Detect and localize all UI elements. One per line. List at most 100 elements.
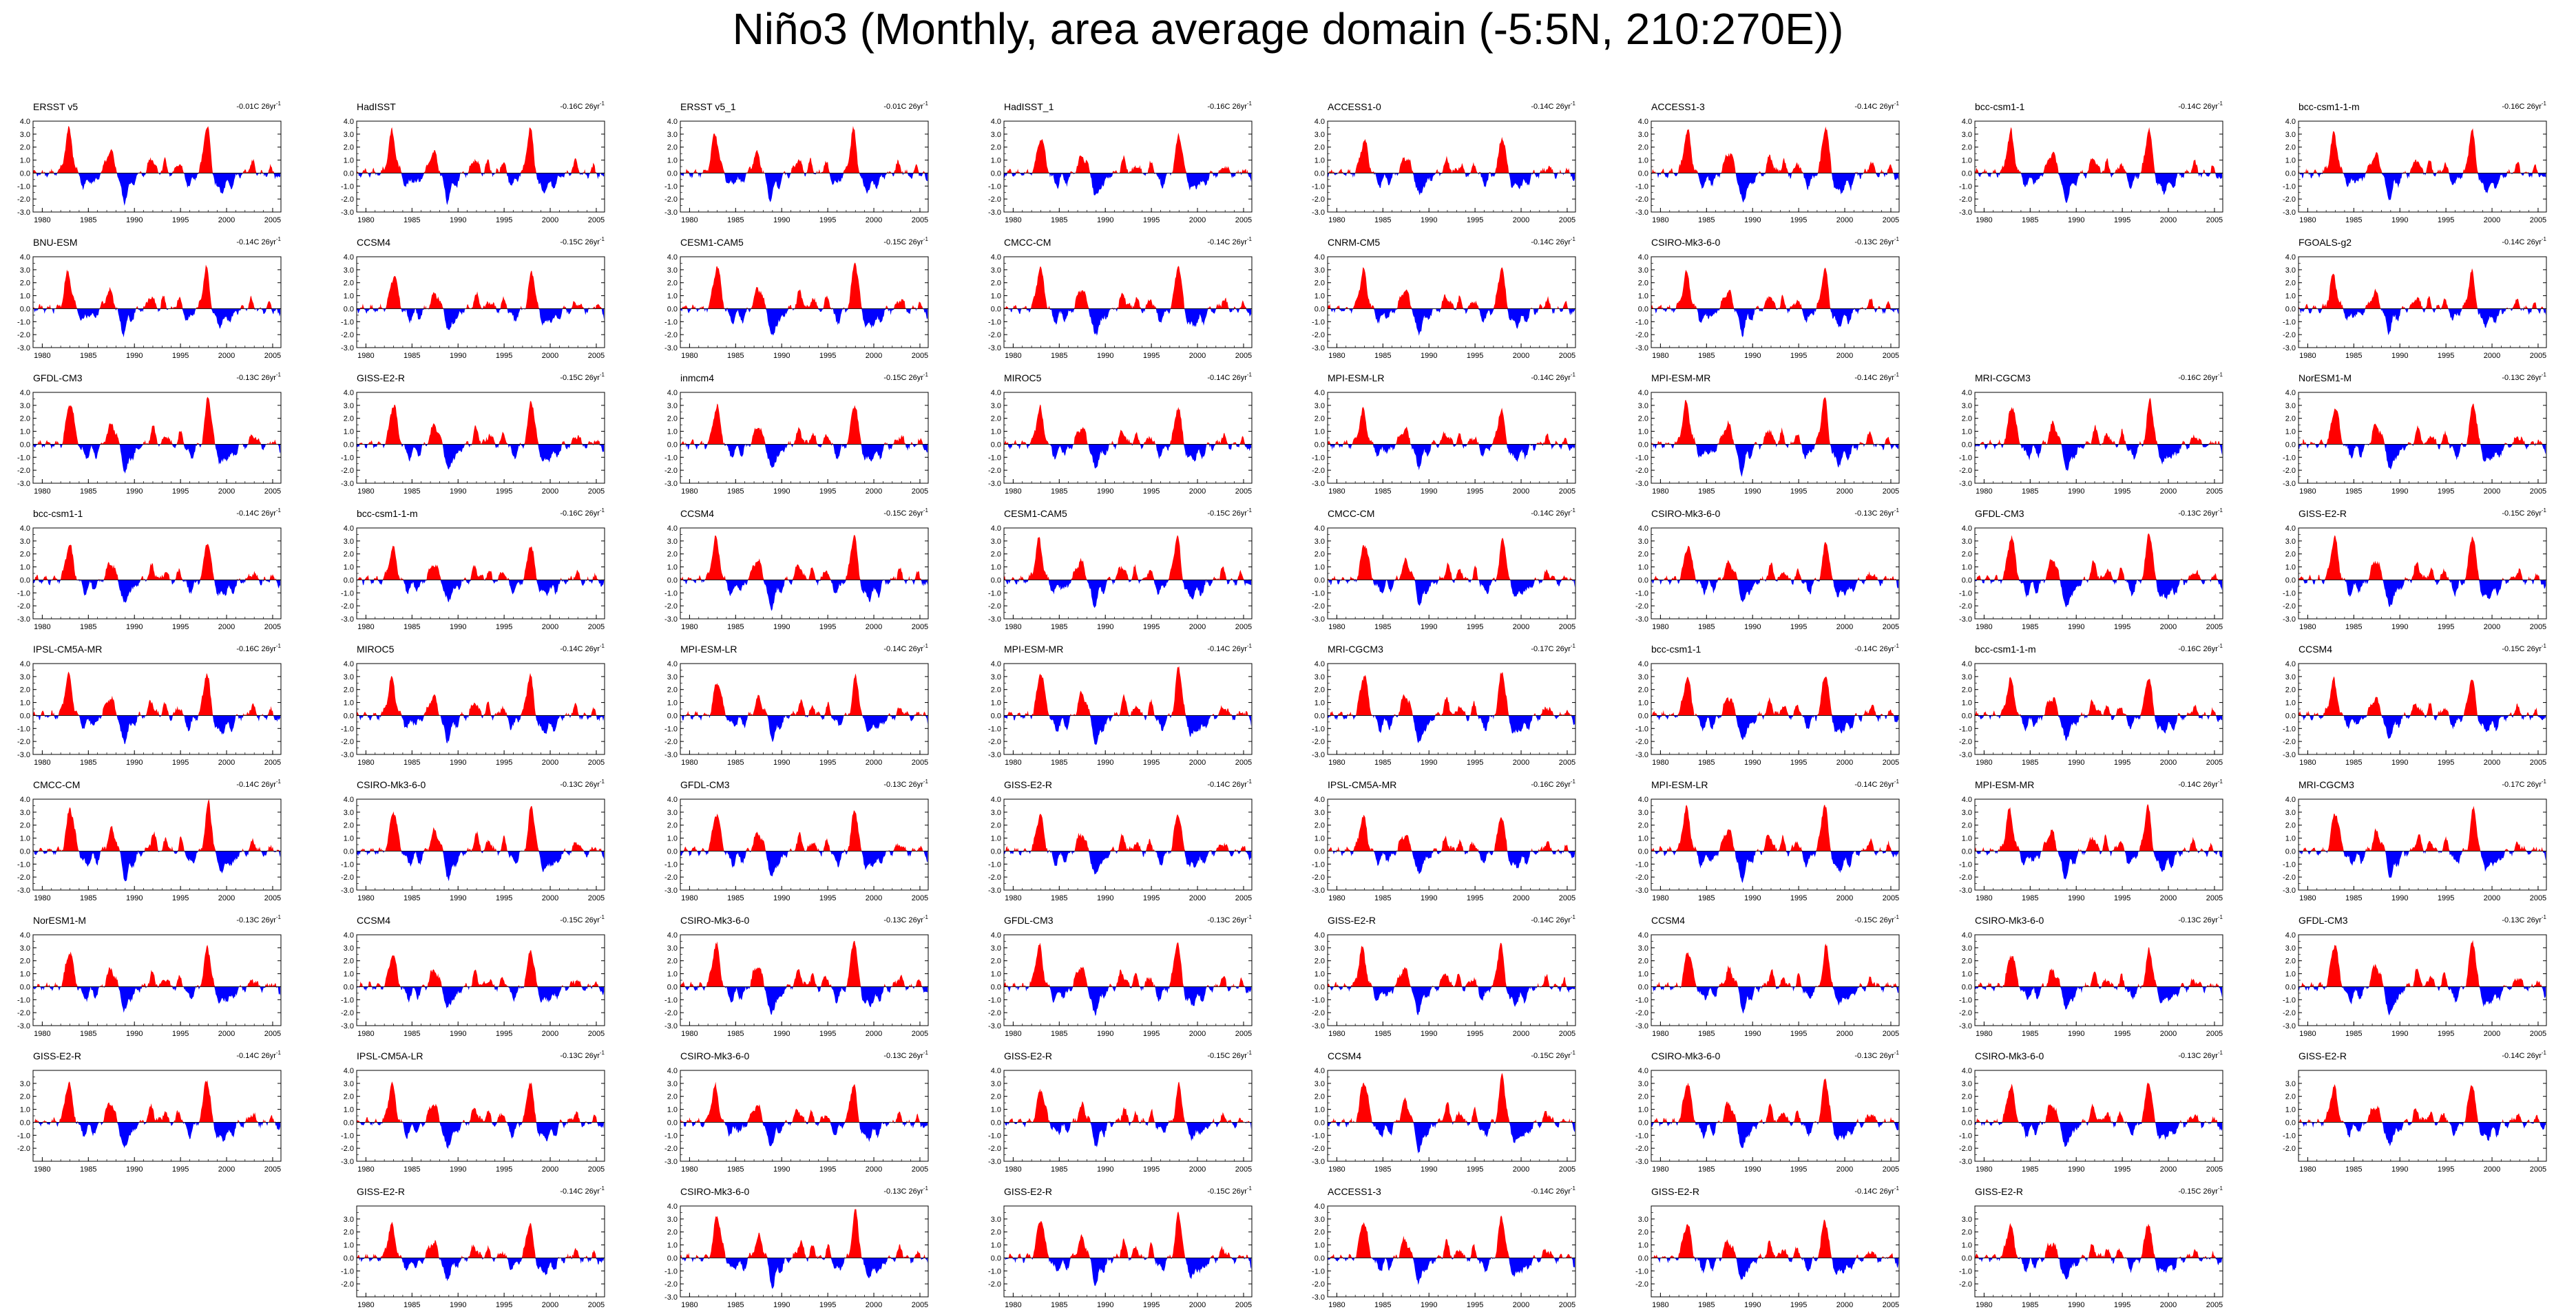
x-tick-label: 1995	[2114, 623, 2130, 631]
negative-anomaly-area	[2298, 173, 2546, 201]
x-tick-label: 1990	[126, 759, 143, 767]
panel-model-name: FGOALS-g2	[2298, 237, 2352, 248]
y-tick-label: -3.0	[2283, 887, 2296, 895]
x-tick-label: 1985	[1374, 216, 1391, 224]
x-tick-label: 2005	[264, 216, 281, 224]
negative-anomaly-area	[2298, 308, 2546, 336]
y-tick-label: -3.0	[988, 209, 1001, 217]
x-tick-label: 1985	[1374, 1030, 1391, 1038]
x-tick-label: 1980	[1005, 352, 1021, 360]
x-tick-label: 1980	[681, 1030, 698, 1038]
x-tick-label: 2005	[264, 759, 281, 767]
y-tick-label: -1.0	[1959, 725, 1972, 733]
x-tick-label: 1980	[1328, 759, 1345, 767]
panel-trend-label: -0.14C 26yr-1	[1207, 779, 1252, 789]
x-tick-label: 1995	[2114, 216, 2130, 224]
x-tick-label: 2000	[2160, 216, 2177, 224]
panel-trend-label: -0.14C 26yr-1	[1207, 236, 1252, 246]
x-tick-label: 2005	[1559, 1030, 1575, 1038]
x-tick-label: 1980	[1652, 216, 1668, 224]
y-tick-label: 4.0	[991, 118, 1001, 126]
y-tick-label: -1.0	[988, 1132, 1001, 1140]
y-tick-label: 3.0	[2285, 266, 2296, 275]
y-tick-label: 3.0	[667, 944, 678, 953]
y-tick-label: -3.0	[17, 615, 30, 624]
y-tick-label: 3.0	[20, 402, 30, 410]
x-tick-label: 1995	[819, 1165, 836, 1174]
y-tick-label: 4.0	[1638, 931, 1648, 940]
x-tick-label: 1990	[773, 894, 790, 902]
y-tick-label: 2.0	[991, 957, 1001, 966]
panel-model-name: HadISST_1	[1004, 101, 1054, 112]
panel-model-name: bcc-csm1-1-m	[2298, 101, 2360, 112]
x-tick-label: 1985	[1698, 759, 1715, 767]
y-tick-label: -2.0	[664, 195, 678, 204]
y-tick-label: 2.0	[2285, 957, 2296, 966]
x-tick-label: 2000	[1836, 352, 1853, 360]
figure-title: Niño3 (Monthly, area average domain (-5:…	[732, 4, 1844, 54]
y-tick-label: -2.0	[1635, 1009, 1648, 1017]
positive-anomaly-area	[1004, 814, 1252, 851]
x-tick-label: 1985	[727, 216, 744, 224]
y-tick-label: 1.0	[991, 971, 1001, 979]
x-tick-label: 1985	[2345, 623, 2362, 631]
y-tick-label: 2.0	[344, 551, 354, 559]
x-tick-label: 2000	[1836, 623, 1853, 631]
y-tick-label: 0.0	[667, 983, 678, 991]
y-tick-label: -2.0	[1312, 602, 1325, 611]
x-tick-label: 2000	[542, 487, 558, 496]
y-tick-label: 3.0	[1638, 538, 1648, 546]
x-tick-label: 1990	[126, 216, 143, 224]
panel: CCSM4 -0.15C 26yr-1 4.0 3.0 2.0 1.0 0.0 -1.0 -2.…	[341, 236, 605, 360]
panel-trend-label: -0.16C 26yr-1	[2178, 643, 2223, 653]
y-tick-label: -2.0	[664, 602, 678, 611]
x-tick-label: 2005	[1883, 352, 1899, 360]
x-tick-label: 2000	[1513, 352, 1529, 360]
y-tick-label: 3.0	[344, 809, 354, 817]
positive-anomaly-area	[1328, 672, 1575, 716]
y-tick-label: 0.0	[344, 712, 354, 720]
y-tick-label: 1.0	[667, 971, 678, 979]
y-tick-label: 4.0	[667, 389, 678, 397]
x-tick-label: 1990	[450, 894, 466, 902]
y-tick-label: -2.0	[664, 1145, 678, 1153]
y-tick-label: -3.0	[664, 209, 678, 217]
panel: GFDL-CM3 -0.13C 26yr-1 4.0 3.0 2.0 1.0 0.0 -1.0…	[988, 914, 1253, 1038]
panel: NorESM1-M -0.13C 26yr-1 4.0 3.0 2.0 1.0 0.0 -1.…	[2283, 372, 2547, 496]
x-tick-label: 1990	[1744, 216, 1761, 224]
y-tick-label: -1.0	[664, 182, 678, 191]
panel-model-name: CSIRO-Mk3-6-0	[1651, 237, 1721, 248]
x-tick-label: 1985	[404, 216, 420, 224]
negative-anomaly-area	[1328, 580, 1575, 606]
y-tick-label: -3.0	[664, 615, 678, 624]
y-tick-label: -3.0	[988, 480, 1001, 488]
x-tick-label: 1990	[2391, 1030, 2408, 1038]
panel-trend-label: -0.15C 26yr-1	[883, 236, 928, 246]
y-tick-label: 2.0	[991, 279, 1001, 288]
y-tick-label: 2.0	[1962, 551, 1972, 559]
y-tick-label: 1.0	[1638, 835, 1648, 843]
y-tick-label: 0.0	[344, 441, 354, 449]
y-tick-label: -2.0	[1959, 602, 1972, 611]
y-tick-label: 4.0	[667, 118, 678, 126]
x-tick-label: 1995	[496, 759, 512, 767]
panel: GISS-E2-R -0.14C 26yr-1 4.0 3.0 2.0 1.0 0.0 -1.…	[1312, 914, 1576, 1038]
panel-model-name: GFDL-CM3	[680, 779, 730, 790]
panel: bcc-csm1-1-m -0.16C 26yr-1 4.0 3.0 2.0 1.0 0.0…	[341, 507, 605, 631]
y-tick-label: -3.0	[17, 480, 30, 488]
y-tick-label: 0.0	[1315, 712, 1325, 720]
x-tick-label: 1980	[1005, 216, 1021, 224]
y-tick-label: 1.0	[1962, 564, 1972, 572]
x-tick-label: 2005	[912, 623, 928, 631]
x-tick-label: 2000	[2484, 487, 2500, 496]
y-tick-label: 4.0	[1638, 118, 1648, 126]
y-tick-label: 4.0	[1315, 525, 1325, 533]
x-tick-label: 1995	[1143, 759, 1160, 767]
x-tick-label: 2005	[1559, 623, 1575, 631]
y-tick-label: 3.0	[667, 131, 678, 139]
x-tick-label: 1995	[1467, 352, 1483, 360]
x-tick-label: 2000	[2484, 759, 2500, 767]
y-tick-label: 4.0	[991, 660, 1001, 668]
negative-anomaly-area	[680, 580, 928, 611]
negative-anomaly-area	[1004, 986, 1252, 1016]
